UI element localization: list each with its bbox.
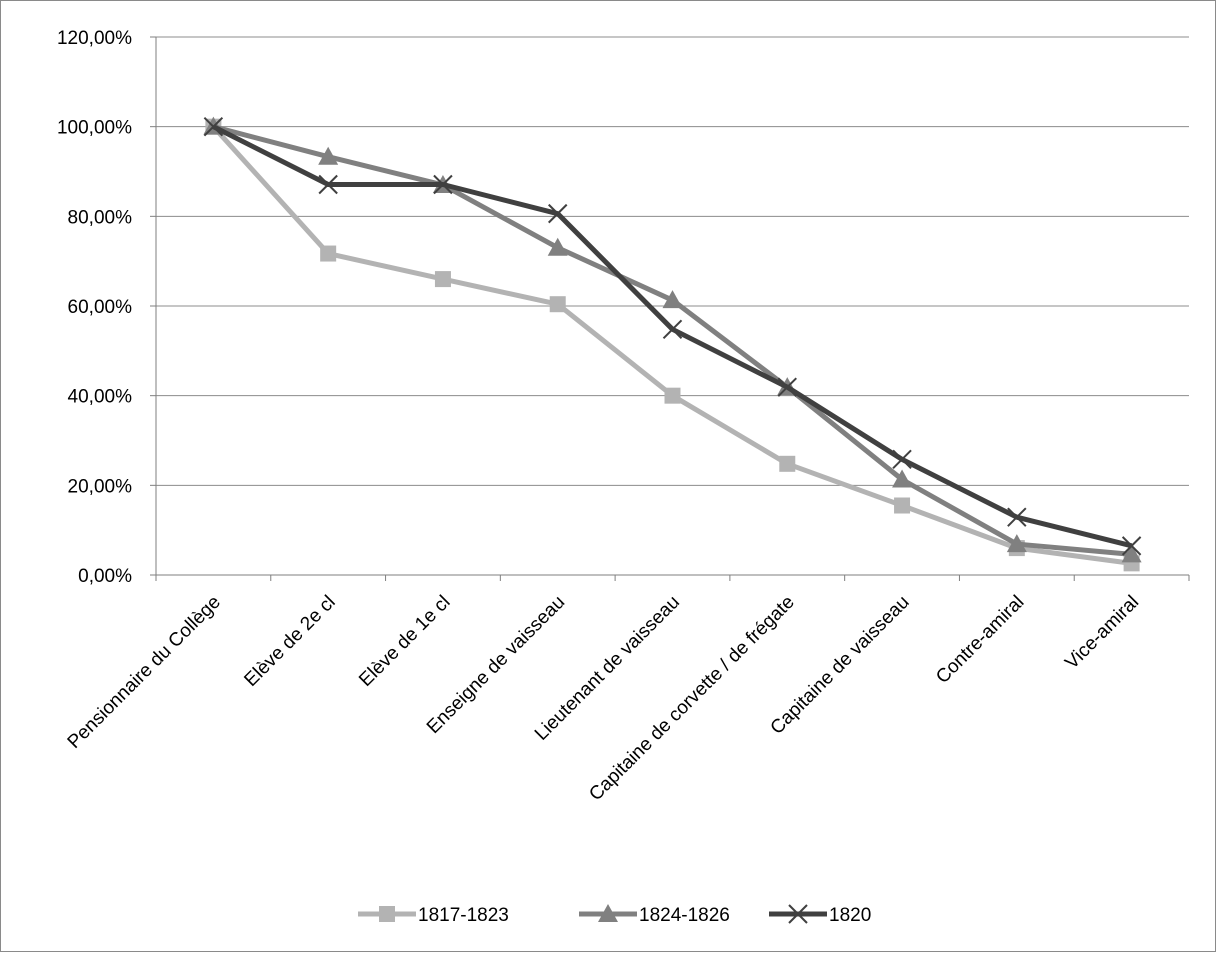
y-tick-label: 0,00% [78,566,132,587]
data-point [318,174,338,195]
y-tick-label: 120,00% [57,28,132,49]
legend-item: 1817-1823 [358,905,509,926]
series-line [212,124,1133,549]
data-point [892,449,912,470]
y-tick-label: 80,00% [68,207,133,228]
legend-label: 1824-1826 [639,905,730,926]
data-point [548,203,568,224]
series-line [212,124,1132,557]
y-tick-label: 20,00% [68,476,133,497]
data-point [318,146,339,165]
data-point [662,290,683,309]
data-point [433,174,453,195]
data-point [779,455,796,472]
x-axis-tick-labels: Pensionnaire du Collège Elève de 2e cl Elè… [64,592,1143,806]
legend-marker [598,904,618,922]
data-point [662,319,683,340]
data-point [777,377,797,397]
data-point [1006,534,1027,553]
x-tick-label: Elève de 2e cl [240,592,339,691]
y-tick-label: 60,00% [68,297,133,318]
legend-label: 1820 [829,905,871,926]
data-point [894,497,911,514]
data-point [203,116,224,137]
data-point [664,387,681,404]
axes [150,36,1190,581]
x-tick-label: Capitaine de corvette / de frégate [585,592,799,806]
data-point [892,469,913,488]
series-line [211,124,1132,566]
legend-item: 1820 [769,904,871,926]
data-point [434,271,451,288]
y-tick-label: 100,00% [57,118,132,139]
y-tick-label: 40,00% [68,387,133,408]
x-tick-label: Contre-amiral [932,592,1028,688]
series-lines [203,116,1142,572]
legend: 1817-1823 1824-1826 1820 [358,904,871,926]
data-point [547,237,568,256]
x-tick-label: Vice-amiral [1061,592,1143,674]
legend-label: 1817-1823 [418,905,509,926]
data-point [549,296,566,313]
legend-item: 1824-1826 [579,904,730,926]
data-point [1121,544,1142,563]
legend-marker [379,906,395,922]
data-point [1121,536,1142,556]
x-tick-label: Pensionnaire du Collège [64,592,225,753]
data-point [1007,507,1027,527]
legend-marker [788,904,808,924]
series-1820 [203,116,1142,556]
data-point [320,245,337,262]
x-tick-label: Elève de 1e cl [355,592,454,691]
y-axis-tick-labels: 0,00% 20,00% 40,00% 60,00% 80,00% 100,00% 120,… [57,28,132,587]
